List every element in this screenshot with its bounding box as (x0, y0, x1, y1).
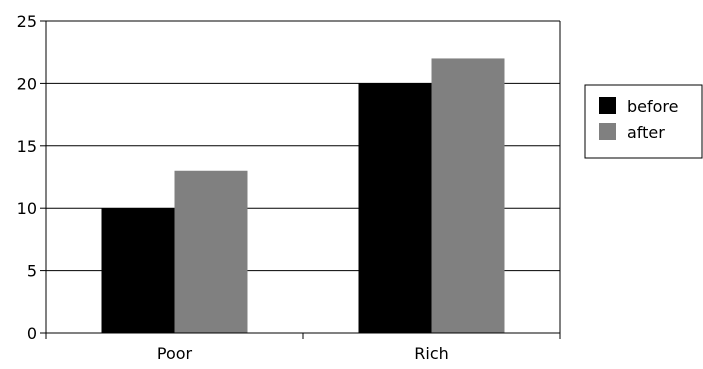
bar-after-rich (431, 58, 505, 333)
y-tick-label: 5 (27, 262, 37, 281)
legend-label-before: before (627, 97, 679, 116)
axes-layer (40, 20, 561, 339)
legend-swatch-after (599, 123, 616, 140)
legend-box (584, 84, 703, 159)
x-tick-label: Rich (414, 344, 449, 363)
labels-layer: 0 5 10 15 20 25 Poor Rich (17, 12, 449, 363)
y-tick-label: 15 (17, 137, 37, 156)
y-tick-label: 10 (17, 199, 37, 218)
bar-before-rich (358, 83, 432, 334)
x-tick-label: Poor (157, 344, 193, 363)
y-tick-label: 0 (27, 324, 37, 343)
legend: before after (584, 84, 703, 159)
bar-before-poor (101, 208, 175, 333)
y-tick-label: 25 (17, 12, 37, 31)
bar-after-poor (174, 170, 248, 333)
legend-swatch-before (599, 97, 616, 114)
legend-label-after: after (627, 123, 665, 142)
bars-layer (101, 58, 505, 334)
y-tick-label: 20 (17, 74, 37, 93)
